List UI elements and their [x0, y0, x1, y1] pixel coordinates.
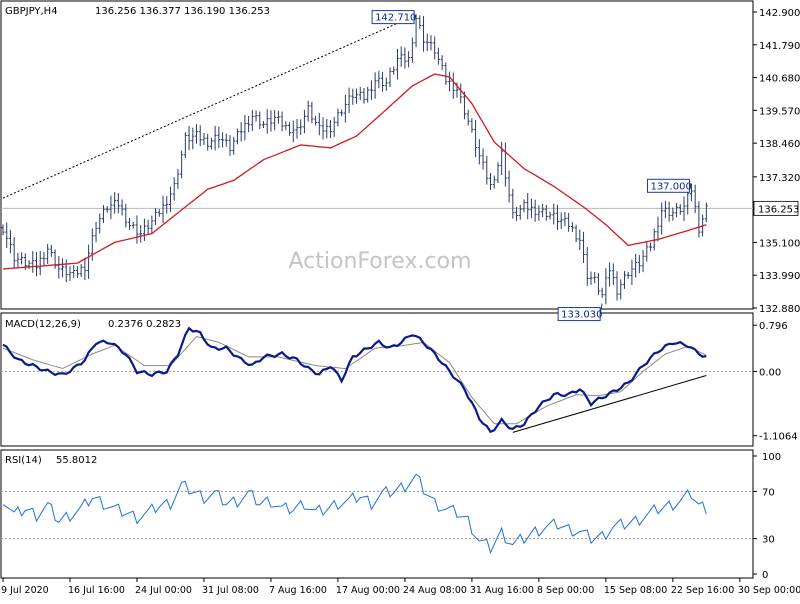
time-axis-label: 31 Aug 16:00 — [470, 585, 534, 596]
macd-line — [2, 326, 707, 434]
macd-values: 0.2376 0.2823 — [108, 319, 181, 330]
price-trendline — [2, 14, 417, 199]
price-axis-label: 141.790 — [759, 41, 800, 52]
macd-axis-label: -1.1064 — [759, 432, 798, 443]
price-axis-label: 132.880 — [759, 304, 800, 315]
chart-marks: 142.900 141.790 140.680 139.570 138.460 137.3… — [1, 8, 800, 596]
rsi-axis-label: 100 — [762, 452, 781, 463]
price-annotation-connector — [599, 303, 603, 314]
price-axis-label: 142.900 — [759, 8, 800, 19]
price-annotation-box — [557, 307, 601, 322]
macd-axis-label: 0.796 — [759, 321, 788, 332]
rsi-axis-label: 30 — [762, 535, 775, 546]
price-axis-label: 135.100 — [759, 238, 800, 249]
current-price-box — [753, 200, 799, 216]
macd-trendline — [512, 375, 707, 433]
time-axis-label: 8 Sep 00:00 — [537, 585, 594, 596]
time-axis-label: 7 Aug 16:00 — [269, 585, 327, 596]
rsi-panel — [0, 449, 754, 579]
macd-axis-label: 0.00 — [759, 367, 781, 378]
price-annotation-label: 133.030 — [561, 310, 602, 321]
macd-label: MACD(12,26,9) — [5, 319, 81, 330]
rsi-values: 55.8012 — [56, 455, 97, 466]
price-annotation-label: 137.000 — [650, 181, 691, 192]
ohlc-values: 136.256 136.377 136.190 136.253 — [95, 6, 270, 17]
time-axis-label: 15 Sep 08:00 — [604, 585, 667, 596]
macd-panel — [0, 312, 754, 447]
price-annotation-connector — [413, 16, 417, 19]
price-axis-label: 138.460 — [759, 139, 800, 150]
time-axis-label: 24 Aug 08:00 — [403, 585, 467, 596]
rsi-line — [2, 473, 707, 555]
moving-average-line — [2, 73, 707, 270]
time-axis-label: 17 Aug 00:00 — [336, 585, 400, 596]
current-price-label: 136.253 — [758, 204, 799, 215]
rsi-axis-label: 0 — [762, 570, 768, 581]
price-annotation-connector — [689, 184, 692, 187]
time-axis-label: 22 Sep 16:00 — [671, 585, 734, 596]
rsi-label: RSI(14) — [5, 455, 42, 466]
price-panel — [0, 0, 754, 310]
symbol-label: GBPJPY,H4 — [5, 6, 58, 17]
price-axis-label: 139.570 — [759, 106, 800, 117]
price-annotation-label: 142.710 — [375, 13, 416, 24]
time-axis-label: 31 Jul 08:00 — [202, 585, 259, 596]
price-axis-label: 140.680 — [759, 74, 800, 85]
time-axis-label: 30 Sep 00:00 — [738, 585, 800, 596]
rsi-axis-label: 70 — [762, 487, 775, 498]
price-axis-label: 133.990 — [759, 271, 800, 282]
watermark: ActionForex.com — [289, 249, 472, 274]
time-axis-label: 9 Jul 2020 — [1, 585, 49, 596]
price-axis-label: 137.320 — [759, 173, 800, 184]
time-axis-label: 16 Jul 16:00 — [68, 585, 125, 596]
time-axis-label: 24 Jul 00:00 — [135, 585, 192, 596]
